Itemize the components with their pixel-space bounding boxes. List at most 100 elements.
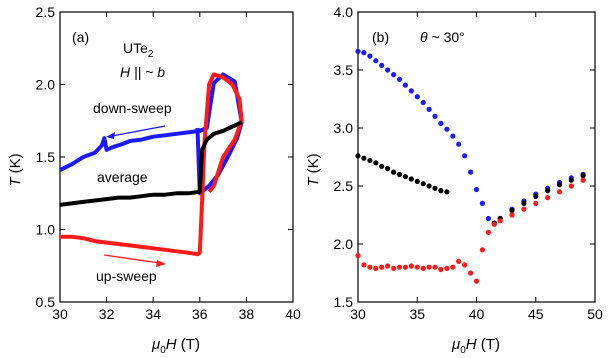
- panel-b-xlabel: μ0H (T): [451, 336, 500, 356]
- down-sweep-label: down-sweep: [93, 100, 172, 116]
- panel-b-point-blue: [474, 187, 479, 192]
- panel-b-label: (b): [372, 29, 389, 45]
- panel-b-point-blue: [432, 114, 437, 119]
- panel-b-point-red: [391, 266, 396, 271]
- panel-b-point-black: [581, 173, 586, 178]
- panel-a-frame: [60, 12, 293, 302]
- panel-b-point-blue: [480, 201, 485, 206]
- panel-b-point-blue: [462, 153, 467, 158]
- down-sweep-arrowhead: [106, 132, 115, 139]
- panel-b-point-red: [444, 266, 449, 271]
- up-sweep-label: up-sweep: [96, 268, 157, 284]
- panel-a-ylabel: T (K): [7, 153, 24, 186]
- panel-a-xtick-label: 36: [192, 306, 208, 322]
- panel-b-ytick-label: 2.0: [334, 236, 354, 252]
- material-label: UTe2: [123, 40, 154, 60]
- panel-b-point-black: [403, 174, 408, 179]
- panel-b-ytick-label: 2.5: [334, 178, 354, 194]
- panel-a-xtick-label: 32: [99, 306, 115, 322]
- panel-b-point-blue: [486, 216, 491, 221]
- panel-b-ylabel: T (K): [305, 153, 322, 186]
- panel-b-point-red: [379, 265, 384, 270]
- panel-a-xtick-label: 40: [285, 306, 301, 322]
- panel-b-point-black: [397, 172, 402, 177]
- panel-b-series: [355, 49, 585, 284]
- panel-b-point-black: [355, 153, 360, 158]
- panel-b-point-red: [533, 201, 538, 206]
- panel-b-point-black: [444, 189, 449, 194]
- panel-b-point-black: [379, 164, 384, 169]
- panel-b-xtick-label: 35: [409, 306, 425, 322]
- panel-b-point-blue: [427, 107, 432, 112]
- panel-b-point-red: [385, 263, 390, 268]
- panel-b-point-black: [361, 156, 366, 161]
- panel-b-point-black: [421, 181, 426, 186]
- panel-b-point-black: [438, 188, 443, 193]
- panel-b-point-black: [373, 160, 378, 165]
- panel-b-point-red: [462, 262, 467, 267]
- panel-b-ytick-label: 4.0: [334, 4, 354, 20]
- panel-b-point-blue: [385, 67, 390, 72]
- panel-b-point-black: [367, 158, 372, 163]
- panel-b-point-red: [492, 222, 497, 227]
- panel-b-point-red: [569, 183, 574, 188]
- panel-b-point-blue: [403, 83, 408, 88]
- panel-b-xtick-label: 40: [469, 306, 485, 322]
- panel-a-ytick-label: 1.0: [36, 222, 56, 238]
- panel-b-point-red: [557, 189, 562, 194]
- panel-b-point-red: [509, 212, 514, 217]
- panel-b-point-red: [361, 262, 366, 267]
- panel-b-point-blue: [409, 88, 414, 93]
- panel-a-ytick-label: 2.0: [36, 77, 56, 93]
- panel-b-point-red: [373, 266, 378, 271]
- panel-b-point-black: [557, 182, 562, 187]
- panel-b-point-black: [427, 183, 432, 188]
- panel-b-point-black: [545, 188, 550, 193]
- panel-a-ytick-label: 2.5: [36, 4, 56, 20]
- up-sweep-arrow: [104, 255, 160, 263]
- panel-b-frame: [358, 12, 595, 302]
- panel-b-point-red: [427, 265, 432, 270]
- panel-b-point-blue: [450, 134, 455, 139]
- panel-b-point-blue: [391, 72, 396, 77]
- panel-b-point-red: [397, 265, 402, 270]
- panel-b-point-black: [521, 201, 526, 206]
- average-label: average: [97, 169, 148, 185]
- panel-b-point-blue: [367, 54, 372, 59]
- panel-b: 1.5 2.0 2.5 3.0 3.5 4.0 30 35 40 45 50 (b) θ ~ 30…: [305, 4, 603, 356]
- panel-b-point-black: [533, 194, 538, 199]
- panel-b-point-blue: [355, 49, 360, 54]
- panel-b-point-red: [367, 265, 372, 270]
- panel-b-point-black: [385, 166, 390, 171]
- panel-b-point-red: [415, 265, 420, 270]
- panel-b-point-black: [415, 179, 420, 184]
- panel-b-point-red: [421, 266, 426, 271]
- panel-b-point-red: [403, 265, 408, 270]
- panel-b-point-blue: [456, 142, 461, 147]
- panel-b-point-blue: [438, 121, 443, 126]
- panel-a-xtick-label: 30: [52, 306, 68, 322]
- panel-b-point-black: [509, 208, 514, 213]
- panel-a-xticks: 30 32 34 36 38 40: [52, 12, 301, 322]
- panel-a-series-average: [60, 122, 242, 205]
- panel-b-point-red: [438, 267, 443, 272]
- panel-b-xtick-label: 30: [350, 306, 366, 322]
- panel-a-ytick-label: 1.5: [36, 149, 56, 165]
- panel-b-point-blue: [421, 100, 426, 105]
- panel-b-xtick-label: 45: [528, 306, 544, 322]
- panel-b-point-red: [545, 195, 550, 200]
- panel-b-point-black: [409, 176, 414, 181]
- panel-b-xtick-label: 50: [587, 306, 603, 322]
- panel-b-point-black: [391, 170, 396, 175]
- panel-b-point-red: [456, 259, 461, 264]
- panel-a-xtick-label: 38: [239, 306, 255, 322]
- field-direction-label: H || ~ b: [120, 64, 165, 80]
- angle-label: θ ~ 30°: [420, 29, 465, 45]
- panel-b-point-black: [432, 186, 437, 191]
- panel-a-xtick-label: 34: [145, 306, 161, 322]
- panel-a-xlabel: μ0H (T): [151, 336, 200, 356]
- panel-b-point-red: [450, 265, 455, 270]
- panel-b-point-black: [569, 178, 574, 183]
- panel-b-point-blue: [361, 50, 366, 55]
